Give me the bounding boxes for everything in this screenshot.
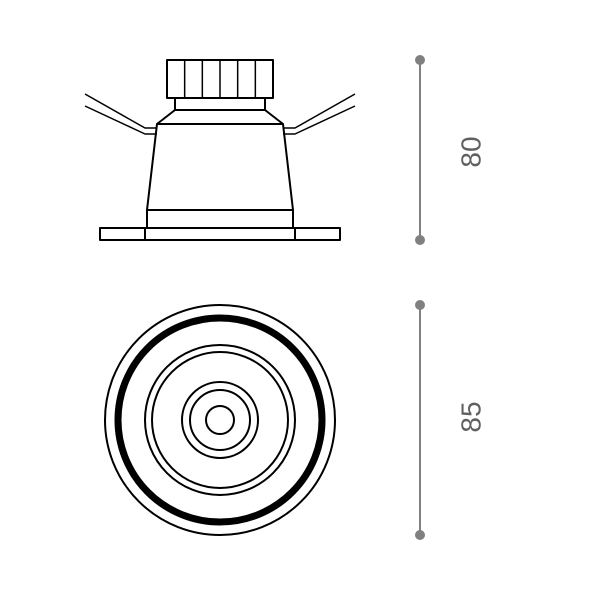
height-dimension-label: 80: [456, 136, 488, 167]
side-elevation-view: [0, 0, 600, 300]
diameter-dimension-label: 85: [456, 401, 488, 432]
bottom-plan-view: [0, 280, 600, 600]
diagram-canvas: 80 85: [0, 0, 600, 600]
